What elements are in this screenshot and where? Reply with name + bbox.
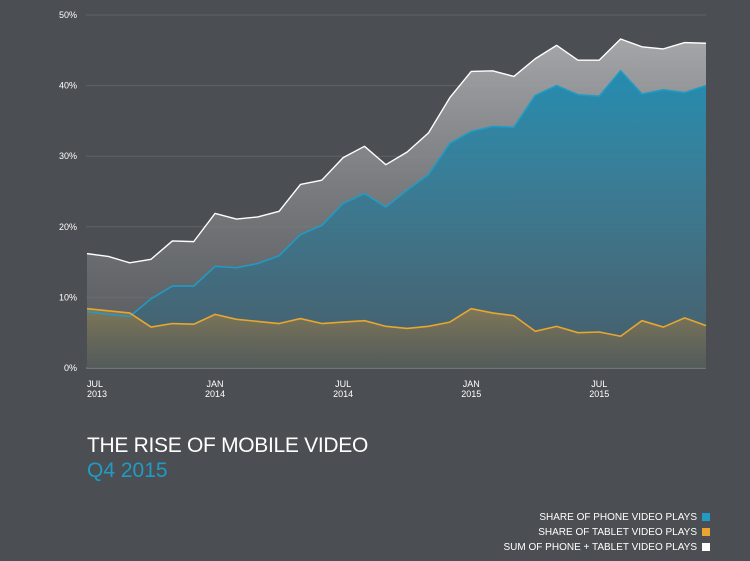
y-axis-tick-labels: 0% 10% 20% 30% 40% 50% (59, 10, 77, 373)
y-tick-label: 30% (59, 151, 77, 161)
area-tablet (87, 308, 706, 368)
series-areas (87, 39, 706, 369)
legend-label-tablet: SHARE OF TABLET VIDEO PLAYS (538, 527, 697, 538)
y-tick-label: 10% (59, 292, 77, 302)
x-tick-label: JUL 2014 (333, 379, 353, 399)
line-sum (86, 38, 707, 264)
legend-item-phone: SHARE OF PHONE VIDEO PLAYS (504, 510, 710, 525)
legend-swatch-phone (702, 513, 710, 521)
legend-item-sum: SUM OF PHONE + TABLET VIDEO PLAYS (504, 540, 710, 555)
legend: SHARE OF PHONE VIDEO PLAYS SHARE OF TABL… (504, 510, 710, 555)
line-tablet (86, 307, 707, 338)
x-tick-label: JAN 2015 (461, 379, 481, 399)
legend-label-phone: SHARE OF PHONE VIDEO PLAYS (539, 512, 697, 523)
title-block: THE RISE OF MOBILE VIDEO Q4 2015 (87, 433, 368, 483)
legend-label-sum: SUM OF PHONE + TABLET VIDEO PLAYS (503, 542, 697, 553)
series-lines (86, 38, 707, 338)
line-phone (86, 69, 707, 318)
x-tick-label: JUL 2015 (589, 379, 609, 399)
y-tick-label: 50% (59, 10, 77, 20)
legend-swatch-sum (702, 543, 710, 551)
y-tick-label: 0% (64, 363, 77, 373)
legend-swatch-tablet (702, 528, 710, 536)
y-tick-label: 40% (59, 81, 77, 91)
y-tick-label: 20% (59, 222, 77, 232)
x-tick-label: JAN 2014 (205, 379, 225, 399)
chart-subtitle: Q4 2015 (87, 459, 168, 482)
x-tick-label: JUL 2013 (87, 379, 107, 399)
chart-title: THE RISE OF MOBILE VIDEO (87, 434, 369, 457)
x-axis-tick-labels: JUL 2013 JAN 2014 JUL 2014 JAN 2015 JUL 2015 (87, 379, 609, 399)
legend-item-tablet: SHARE OF TABLET VIDEO PLAYS (504, 525, 710, 540)
area-phone (87, 70, 706, 369)
